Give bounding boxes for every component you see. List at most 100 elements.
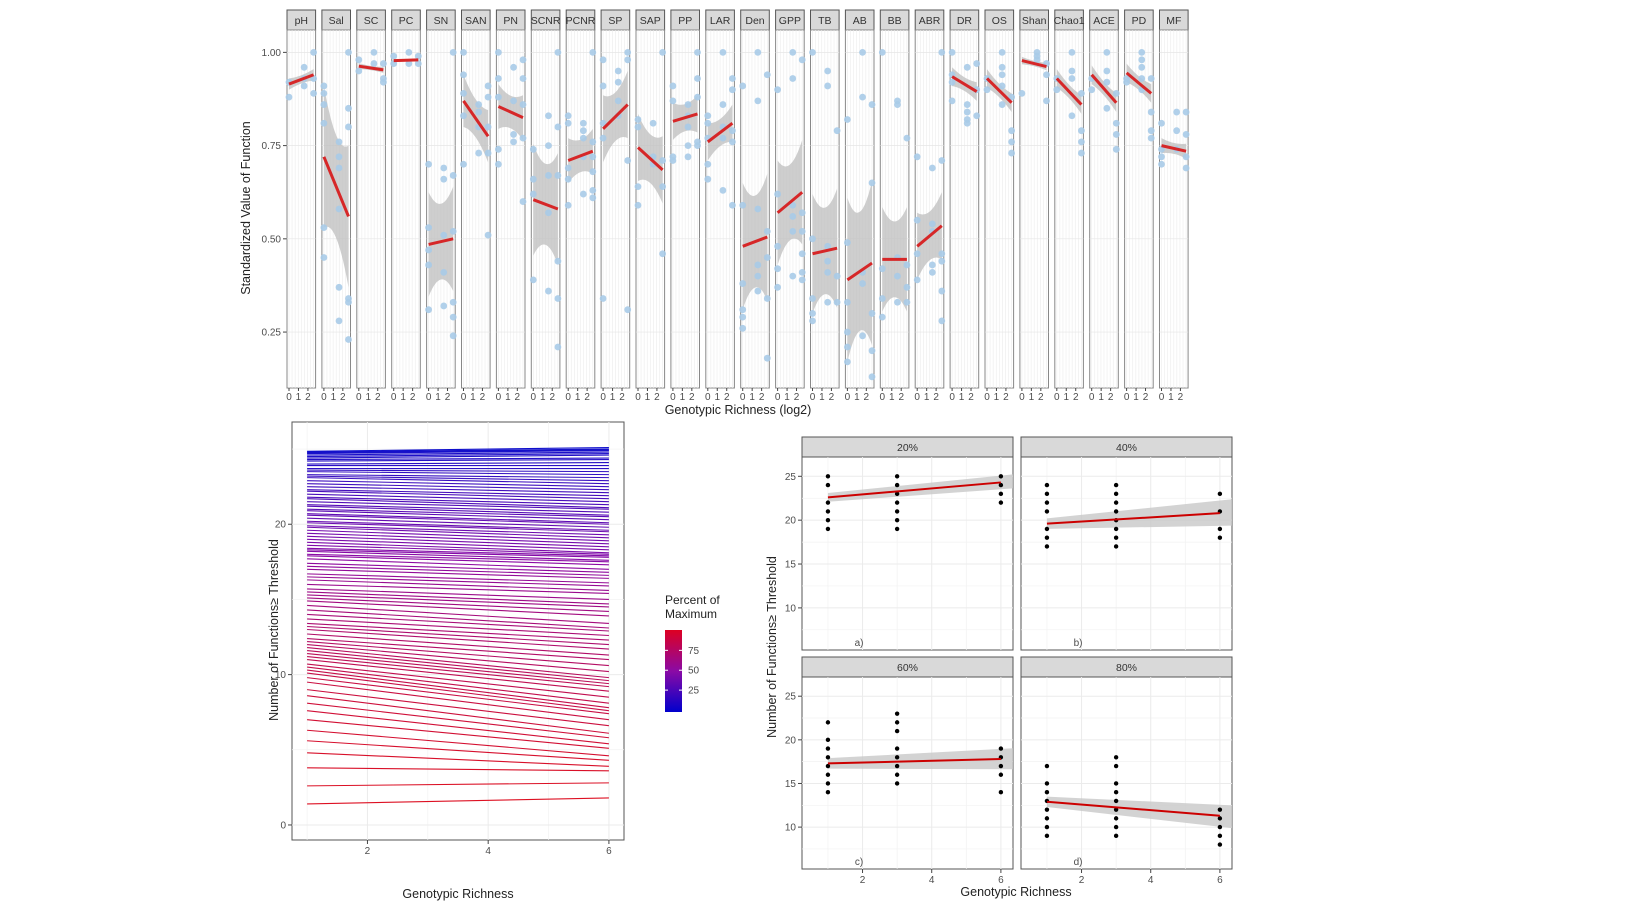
- data-point: [440, 231, 448, 239]
- right-y-axis-title: Number of Functions≥ Threshold: [765, 556, 779, 738]
- data-point: [825, 790, 831, 795]
- data-point: [475, 101, 483, 108]
- data-point: [1217, 842, 1223, 847]
- data-point: [1103, 48, 1111, 56]
- threshold-line: [307, 517, 609, 528]
- data-point: [1044, 526, 1050, 532]
- data-point: [825, 737, 831, 743]
- threshold-line: [307, 505, 609, 516]
- threshold-line: [307, 573, 609, 584]
- regression-line: [951, 75, 978, 93]
- threshold-line: [307, 504, 609, 513]
- data-point: [824, 298, 832, 306]
- regression-line: [393, 58, 419, 63]
- legend-tick-label: 75: [688, 646, 700, 657]
- x-tick-label: 6: [998, 875, 1004, 886]
- regression-line: [742, 235, 768, 248]
- regression-line: [462, 99, 490, 138]
- data-point: [894, 509, 900, 514]
- threshold-line: [307, 613, 609, 632]
- x-tick-label: 0: [1159, 392, 1165, 403]
- threshold-line: [307, 544, 609, 555]
- data-point: [345, 336, 352, 343]
- x-tick-label: 2: [1079, 875, 1085, 886]
- x-tick-label: 2: [860, 875, 866, 886]
- x-tick-label: 1: [784, 392, 790, 403]
- data-point: [495, 48, 502, 56]
- x-tick-label: 0: [356, 392, 362, 403]
- data-point: [894, 728, 900, 734]
- threshold-line: [307, 453, 609, 458]
- x-tick-label: 2: [584, 392, 590, 403]
- data-point: [589, 138, 597, 146]
- threshold-line: [307, 672, 609, 712]
- x-tick-label: 1: [994, 392, 1000, 403]
- threshold-line: [307, 597, 609, 613]
- data-point: [405, 60, 413, 67]
- data-point: [825, 755, 831, 760]
- facet-strip-label: PCNR: [566, 15, 596, 27]
- data-point: [599, 119, 607, 127]
- x-tick-label: 0: [1054, 392, 1060, 403]
- x-tick-label: 1: [1168, 392, 1174, 403]
- data-point: [684, 153, 692, 161]
- regression-line: [916, 224, 943, 248]
- data-point: [1078, 149, 1085, 157]
- y-tick-label: 10: [785, 603, 797, 614]
- data-point: [878, 48, 886, 56]
- threshold-line: [307, 568, 609, 579]
- data-point: [825, 500, 831, 505]
- data-point: [484, 82, 492, 90]
- data-point: [903, 261, 911, 269]
- x-tick-label: 2: [365, 846, 371, 857]
- x-tick-label: 0: [1124, 392, 1130, 403]
- data-point: [345, 48, 352, 56]
- data-point: [833, 127, 841, 135]
- regression-line: [672, 112, 698, 123]
- facet-strip-label: PP: [678, 15, 692, 27]
- y-tick-label: 0.25: [262, 328, 282, 339]
- data-point: [1217, 807, 1223, 812]
- regression-line: [985, 77, 1013, 104]
- data-point: [859, 93, 866, 101]
- legend-colorbar: [665, 630, 682, 712]
- data-point: [825, 474, 831, 479]
- threshold-line: [307, 669, 609, 709]
- regression-line: [1125, 71, 1153, 95]
- data-point: [440, 175, 448, 183]
- data-point: [928, 261, 936, 269]
- x-tick-label: 1: [680, 392, 686, 403]
- confidence-band: [1046, 796, 1232, 829]
- data-point: [973, 60, 981, 67]
- facet-strip-label: PC: [399, 15, 414, 27]
- data-point: [460, 89, 467, 97]
- threshold-line: [307, 594, 609, 608]
- facet-panel-tb: TB 0 1 2: [809, 9, 841, 403]
- plot-panel: [1020, 676, 1233, 870]
- facet-panel-abr: ABR 0 1 2: [913, 9, 946, 403]
- facet-panel-sp: SP 0 1 2: [599, 9, 632, 403]
- facet-panel-ph: pH 0 1 2: [285, 9, 317, 403]
- data-point: [789, 75, 797, 82]
- data-point: [1113, 526, 1119, 532]
- x-tick-label: 1: [1029, 392, 1035, 403]
- data-point: [729, 75, 736, 82]
- data-point: [1182, 131, 1190, 138]
- regression-line: [812, 246, 838, 256]
- data-point: [440, 302, 448, 310]
- data-point: [963, 119, 971, 127]
- threshold-line: [307, 729, 609, 757]
- facet-panel-ace: ACE 0 1 2: [1088, 9, 1120, 403]
- data-point: [1112, 145, 1120, 153]
- data-point: [460, 71, 467, 79]
- data-point: [1113, 781, 1119, 786]
- x-tick-label: 0: [670, 392, 676, 403]
- x-tick-label: 2: [864, 392, 870, 403]
- threshold-line: [307, 695, 609, 734]
- data-point: [1138, 63, 1146, 71]
- x-tick-label: 0: [1089, 392, 1095, 403]
- data-point: [495, 145, 502, 153]
- data-point: [545, 112, 552, 120]
- regression-line: [636, 146, 664, 171]
